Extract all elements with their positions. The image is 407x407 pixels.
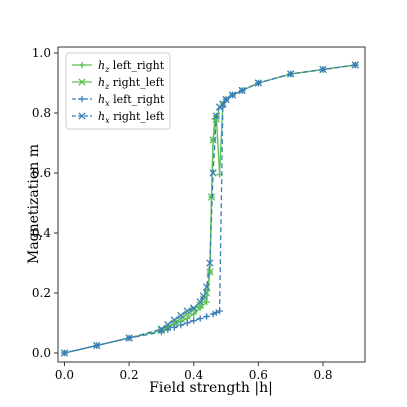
legend-label: hx left_right (98, 93, 165, 108)
data-point (164, 326, 172, 333)
data-point (209, 169, 217, 177)
legend-label: hz left_right (98, 59, 165, 74)
x-tick-label: 0.6 (249, 368, 268, 382)
data-point (207, 193, 216, 201)
legend-marker (78, 95, 86, 103)
series-4 (60, 61, 359, 357)
data-point (351, 61, 359, 69)
data-point (190, 304, 198, 312)
x-tick-label: 0.0 (55, 368, 74, 382)
data-point (93, 341, 101, 350)
data-point (319, 65, 327, 74)
data-point (202, 283, 211, 291)
data-point (157, 325, 166, 333)
data-point (177, 321, 184, 329)
data-point (125, 334, 133, 342)
data-point (213, 309, 220, 316)
y-tick-label: 0.0 (32, 346, 51, 360)
data-point (287, 70, 295, 78)
data-point (190, 310, 197, 318)
data-point (183, 307, 191, 315)
legend-item: hz right_left (72, 76, 165, 91)
data-point (196, 301, 204, 309)
y-tick-label: 0.4 (32, 226, 51, 240)
y-tick-label: 0.2 (32, 286, 51, 300)
x-tick-label: 0.8 (313, 368, 332, 382)
data-point (209, 310, 217, 318)
data-point (164, 320, 172, 329)
x-axis: 0.0 0.2 0.4 0.6 0.8 (55, 362, 333, 382)
y-tick-label: 0.6 (32, 166, 51, 180)
data-point (177, 311, 185, 320)
data-point (60, 349, 69, 357)
data-point (222, 95, 230, 104)
legend-box (65, 52, 171, 130)
y-axis-label: Magnetization m (26, 144, 42, 264)
plot-area (60, 61, 359, 357)
data-point (212, 115, 221, 123)
data-point (171, 324, 178, 331)
axes-frame (57, 46, 366, 363)
x-tick-label: 0.2 (120, 368, 139, 382)
y-tick-label: 0.8 (32, 106, 51, 120)
legend-marker (78, 61, 86, 69)
legend-item: hz left_right (72, 59, 165, 74)
legend-marker (78, 78, 86, 86)
data-point (199, 292, 208, 300)
legend-item: hx left_right (72, 93, 165, 108)
data-point (203, 313, 210, 320)
data-point (228, 91, 237, 99)
y-axis: 0.0 0.2 0.4 0.6 0.8 1.0 (32, 46, 58, 360)
data-point (206, 259, 214, 267)
data-point (190, 305, 198, 314)
legend-item: hx right_left (72, 110, 165, 125)
data-point (184, 319, 191, 327)
legend-marker (78, 112, 86, 120)
data-point (196, 315, 204, 322)
data-point (215, 103, 224, 111)
data-point (216, 307, 223, 315)
legend-label: hx right_left (98, 110, 165, 125)
legend-label: hz right_left (98, 76, 165, 91)
data-point (170, 316, 178, 324)
data-point (254, 79, 263, 87)
y-tick-label: 1.0 (32, 46, 51, 60)
series-line (64, 64, 356, 354)
x-axis-label: Field strength |h| (149, 380, 273, 396)
data-point (238, 86, 246, 95)
data-point (196, 298, 204, 306)
x-tick-label: 0.4 (184, 368, 203, 382)
data-point (190, 317, 197, 324)
data-point (212, 112, 221, 120)
